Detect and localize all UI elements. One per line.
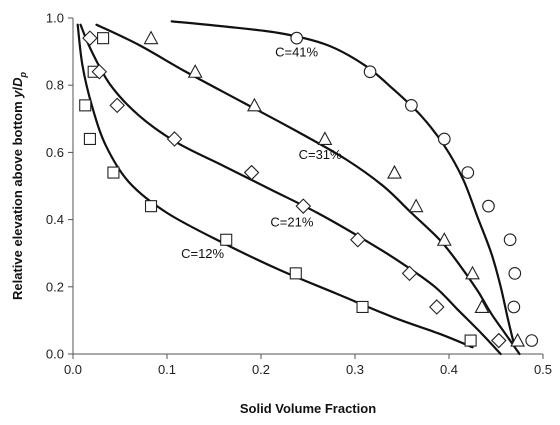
y-tick-label: 0.6 [46, 145, 64, 160]
diamond-marker [166, 131, 183, 147]
triangle-marker [436, 232, 452, 246]
square-marker [83, 132, 96, 146]
diamond-marker [350, 231, 366, 248]
diamond-marker [91, 63, 108, 80]
triangle-marker [474, 299, 490, 314]
triangle-marker [187, 64, 203, 78]
y-tick-label: 1.0 [46, 11, 64, 26]
triangle-marker [387, 164, 402, 179]
circle-marker [503, 233, 517, 247]
curve-label: C=12% [181, 246, 224, 261]
curve-label: C=41% [275, 45, 318, 60]
square-marker [144, 200, 158, 213]
square-marker [79, 99, 92, 112]
square-marker [97, 32, 110, 45]
circle-marker [363, 65, 377, 79]
fit-curve-square [76, 23, 474, 349]
square-marker [464, 334, 477, 347]
square-marker [289, 267, 302, 280]
circle-marker [507, 300, 521, 314]
circle-marker [508, 267, 522, 280]
x-axis-title: Solid Volume Fraction [240, 401, 376, 416]
x-tick-label: 0.4 [440, 362, 458, 377]
y-axis-title-sub: p [18, 71, 28, 78]
diamond-marker [401, 265, 418, 282]
circle-marker [290, 31, 304, 45]
y-tick-label: 0.2 [46, 279, 64, 294]
square-marker [107, 166, 120, 179]
x-tick-label: 0.2 [252, 362, 270, 377]
y-tick-label: 0.8 [46, 78, 64, 93]
axes [72, 18, 543, 355]
square-marker [356, 300, 369, 314]
diamond-marker [243, 164, 260, 181]
diamond-marker [82, 30, 98, 46]
y-axis-title-var2: D [10, 77, 25, 87]
y-axis-title: Relative elevation above bottom y/Dp [10, 71, 28, 300]
fit-curves [76, 20, 521, 356]
curve-labels: C=12% C=21% C=31% C=41% [181, 45, 342, 262]
triangle-marker [510, 332, 526, 347]
diamond-marker [429, 299, 445, 315]
circle-marker [437, 132, 451, 146]
triangle-marker [246, 97, 262, 112]
diamond-marker [295, 198, 312, 214]
x-tick-label: 0.0 [64, 362, 82, 377]
y-axis-title-sep: / [10, 87, 25, 91]
triangle-marker [408, 198, 424, 213]
diamond-marker [491, 332, 507, 349]
diamond-marker [109, 97, 125, 114]
x-tick-label: 0.3 [346, 362, 364, 377]
fit-curve-diamond [79, 23, 502, 356]
curve-label: C=21% [270, 214, 313, 229]
y-tick-label: 0.0 [46, 347, 64, 362]
square-marker [220, 233, 233, 246]
triangle-marker [143, 30, 159, 45]
circle-marker [461, 166, 475, 179]
circle-marker [525, 334, 539, 347]
y-axis-title-var: y [10, 90, 25, 99]
y-axis-title-prefix: Relative elevation above bottom [10, 98, 25, 300]
x-tick-label: 0.1 [158, 362, 176, 377]
fit-curve-circle [170, 20, 516, 349]
ticks: 0.0 0.1 0.2 0.3 0.4 0.5 0.0 0.2 0.4 0.6 0.8 1.0 [46, 11, 552, 378]
triangle-marker [317, 131, 333, 146]
y-tick-label: 0.4 [46, 212, 64, 227]
curve-label: C=31% [299, 147, 342, 162]
data-markers [79, 30, 539, 349]
circle-marker [482, 199, 495, 213]
x-tick-label: 0.5 [534, 362, 552, 377]
fit-curve-triangle [95, 23, 521, 356]
circle-marker [405, 99, 418, 112]
triangle-marker [465, 265, 480, 280]
